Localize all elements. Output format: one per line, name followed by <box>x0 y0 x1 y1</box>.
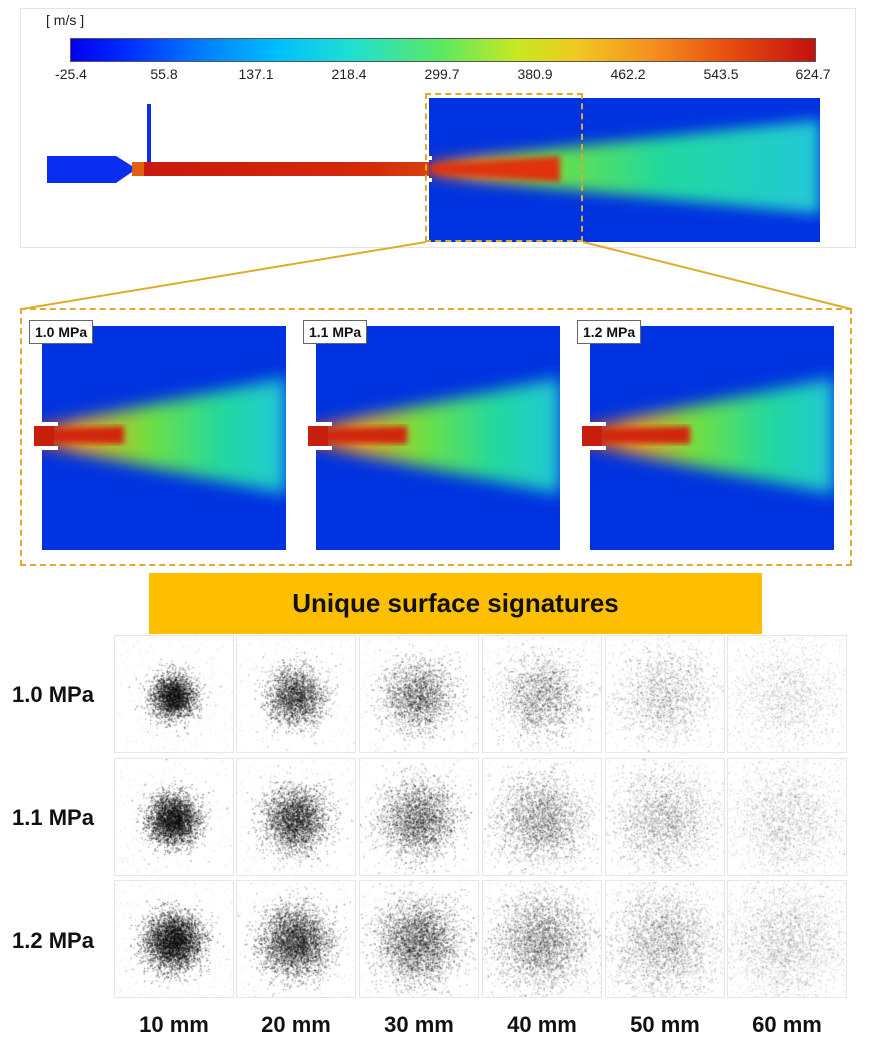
speckle-pattern <box>115 759 233 875</box>
speckle-pattern <box>237 636 355 752</box>
colorbar-tick: 380.9 <box>517 66 553 82</box>
column-label: 40 mm <box>507 1012 577 1037</box>
colorbar-tick: 299.7 <box>424 66 460 82</box>
column-label: 60 mm <box>752 1012 822 1037</box>
speckle-pattern <box>237 759 355 875</box>
row-label: 1.1 MPa <box>12 805 94 830</box>
column-label: 20 mm <box>261 1012 331 1037</box>
colorbar-tick: 624.7 <box>795 66 831 82</box>
colorbar-tick: 137.1 <box>238 66 274 82</box>
detail-panel: 1.0 MPa <box>29 320 286 550</box>
surface-signatures-banner: Unique surface signatures <box>149 573 762 634</box>
speckle-pattern <box>728 881 846 997</box>
speckle-pattern <box>360 759 478 875</box>
surface-signature-image <box>727 880 847 998</box>
surface-signature-image <box>114 635 234 753</box>
velocity-colorbar <box>70 38 816 62</box>
speckle-pattern <box>237 881 355 997</box>
column-label: 10 mm <box>139 1012 209 1037</box>
jet-plume-contour <box>34 326 286 550</box>
row-label: 1.0 MPa <box>12 682 94 707</box>
detail-panel: 1.2 MPa <box>577 320 834 550</box>
colorbar-tick: 218.4 <box>331 66 367 82</box>
surface-signature-image <box>114 880 234 998</box>
speckle-pattern <box>483 881 601 997</box>
speckle-pattern <box>115 636 233 752</box>
surface-signature-image <box>236 880 356 998</box>
speckle-pattern <box>606 636 724 752</box>
speckle-pattern <box>728 636 846 752</box>
side-port <box>147 104 151 162</box>
row-label: 1.2 MPa <box>12 928 94 953</box>
surface-signature-image <box>114 758 234 876</box>
nozzle-barrel <box>132 162 430 176</box>
nozzle-inlet <box>47 156 132 183</box>
speckle-pattern <box>360 881 478 997</box>
colorbar-tick: 543.5 <box>703 66 739 82</box>
jet-plume-contour <box>308 326 560 550</box>
surface-signature-image <box>727 758 847 876</box>
jet-plume-contour <box>582 326 834 550</box>
pressure-label: 1.0 MPa <box>29 320 94 344</box>
banner-title: Unique surface signatures <box>292 588 619 618</box>
speckle-pattern <box>483 636 601 752</box>
pressure-label: 1.1 MPa <box>303 320 368 344</box>
surface-signature-image <box>605 758 725 876</box>
surface-signature-image <box>482 758 602 876</box>
colorbar-tick: 462.2 <box>610 66 646 82</box>
surface-signature-image <box>236 635 356 753</box>
surface-signature-image <box>359 758 479 876</box>
surface-signature-image <box>236 758 356 876</box>
speckle-pattern <box>360 636 478 752</box>
surface-signature-image <box>482 880 602 998</box>
colorbar-tick: -25.4 <box>55 66 87 82</box>
detail-panel: 1.1 MPa <box>303 320 560 550</box>
column-label: 50 mm <box>630 1012 700 1037</box>
zoomed-detail-frame <box>20 308 852 566</box>
speckle-pattern <box>115 881 233 997</box>
surface-signature-image <box>605 635 725 753</box>
colorbar-unit: [ m/s ] <box>46 12 85 28</box>
surface-signature-image <box>359 880 479 998</box>
nozzle-domain-figure <box>47 98 820 242</box>
colorbar-tick: 55.8 <box>150 66 178 82</box>
pressure-label: 1.2 MPa <box>577 320 642 344</box>
zoom-region-box <box>425 93 583 242</box>
surface-signature-image <box>727 635 847 753</box>
surface-signature-image <box>482 635 602 753</box>
speckle-pattern <box>606 881 724 997</box>
speckle-pattern <box>606 759 724 875</box>
column-label: 30 mm <box>384 1012 454 1037</box>
surface-signature-image <box>359 635 479 753</box>
speckle-pattern <box>728 759 846 875</box>
speckle-pattern <box>483 759 601 875</box>
surface-signature-image <box>605 880 725 998</box>
